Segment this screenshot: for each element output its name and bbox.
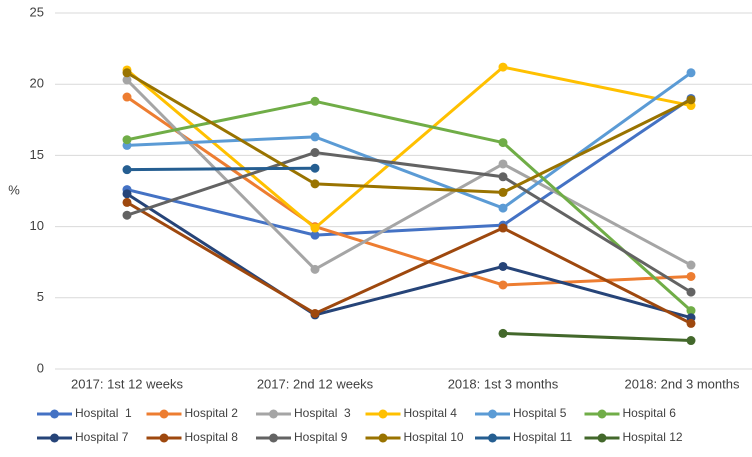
data-point — [310, 163, 320, 173]
data-point — [310, 96, 320, 106]
legend-item: Hospital 7 — [37, 430, 129, 444]
series-line — [126, 71, 692, 194]
series-line — [125, 78, 692, 271]
legend-item: Hospital 11 — [475, 430, 572, 444]
data-point — [686, 68, 696, 78]
legend-marker — [597, 409, 607, 419]
y-tick-label: 0 — [37, 360, 44, 375]
legend-item: Hospital 12 — [584, 430, 683, 444]
legend-item: Hospital 4 — [365, 406, 458, 420]
series-line — [126, 71, 692, 210]
y-axis-label: % — [8, 182, 20, 197]
data-point — [498, 172, 508, 182]
series-line — [126, 97, 692, 237]
data-point — [498, 159, 508, 169]
legend-label: Hospital 5 — [513, 406, 567, 420]
legend-marker — [378, 409, 388, 419]
data-point — [122, 75, 132, 85]
data-point — [686, 287, 696, 297]
legend-label: Hospital 10 — [404, 430, 464, 444]
series-line — [126, 65, 692, 230]
data-point — [686, 336, 696, 346]
x-tick-label: 2018: 2nd 3 months — [625, 376, 740, 391]
x-tick-label: 2017: 2nd 12 weeks — [257, 376, 374, 391]
data-point — [686, 306, 696, 316]
series-line — [126, 99, 692, 312]
y-tick-label: 15 — [30, 147, 44, 162]
legend-label: Hospital 7 — [75, 430, 129, 444]
y-tick-label: 25 — [30, 4, 44, 19]
legend-item: Hospital 1 — [37, 406, 132, 420]
legend-label: Hospital 1 — [75, 406, 132, 420]
data-point — [122, 68, 132, 78]
legend-label: Hospital 6 — [623, 406, 677, 420]
legend-label: Hospital 8 — [185, 430, 239, 444]
data-point — [122, 92, 132, 102]
legend-item: Hospital 5 — [475, 406, 567, 420]
legend-label: Hospital 9 — [294, 430, 348, 444]
series-line — [126, 201, 692, 325]
data-point — [122, 197, 132, 207]
legend-item: Hospital 10 — [365, 430, 464, 444]
x-tick-label: 2018: 1st 3 months — [448, 376, 559, 391]
legend-label: Hospital 3 — [294, 406, 351, 420]
series-line — [126, 166, 316, 172]
data-point — [310, 308, 320, 318]
data-point — [310, 132, 320, 142]
data-point — [498, 223, 508, 233]
series-line — [502, 331, 692, 343]
data-point — [686, 271, 696, 281]
legend-item: Hospital 3 — [256, 406, 351, 420]
data-point — [686, 260, 696, 270]
data-point — [122, 135, 132, 145]
legend-item: Hospital 2 — [146, 406, 239, 420]
legend-item: Hospital 8 — [146, 430, 239, 444]
data-point — [310, 148, 320, 158]
y-tick-label: 20 — [30, 76, 44, 91]
legend-marker — [597, 433, 607, 443]
series-line — [126, 151, 692, 294]
data-point — [122, 165, 132, 175]
data-point — [122, 210, 132, 220]
data-point — [498, 138, 508, 148]
data-point — [498, 62, 508, 72]
legend-label: Hospital 4 — [404, 406, 458, 420]
data-point — [686, 318, 696, 328]
series-line — [126, 192, 692, 320]
data-point — [498, 261, 508, 271]
y-tick-label: 10 — [30, 218, 44, 233]
legend-label: Hospital 12 — [623, 430, 683, 444]
legend-marker — [269, 409, 278, 419]
data-point — [310, 230, 320, 240]
data-point — [310, 264, 320, 274]
legend-item: Hospital 6 — [584, 406, 677, 420]
legend-label: Hospital 2 — [185, 406, 239, 420]
data-point — [498, 328, 508, 338]
data-point — [498, 203, 508, 213]
series-line — [126, 95, 692, 287]
legend-label: Hospital 11 — [513, 430, 572, 444]
data-point — [310, 223, 320, 233]
x-tick-label: 2017: 1st 12 weeks — [71, 376, 184, 391]
data-point — [498, 187, 508, 197]
data-point — [122, 189, 132, 199]
legend-marker — [159, 409, 169, 419]
data-point — [498, 280, 508, 290]
legend-marker — [488, 433, 497, 443]
data-point — [686, 95, 696, 105]
legend-marker — [50, 409, 59, 419]
legend-marker — [159, 433, 169, 443]
legend-marker — [378, 433, 388, 443]
legend-marker — [50, 433, 59, 443]
legend-marker — [488, 409, 497, 419]
y-tick-label: 5 — [37, 289, 44, 304]
legend-marker — [269, 433, 278, 443]
legend-item: Hospital 9 — [256, 430, 348, 444]
data-point — [310, 179, 320, 189]
